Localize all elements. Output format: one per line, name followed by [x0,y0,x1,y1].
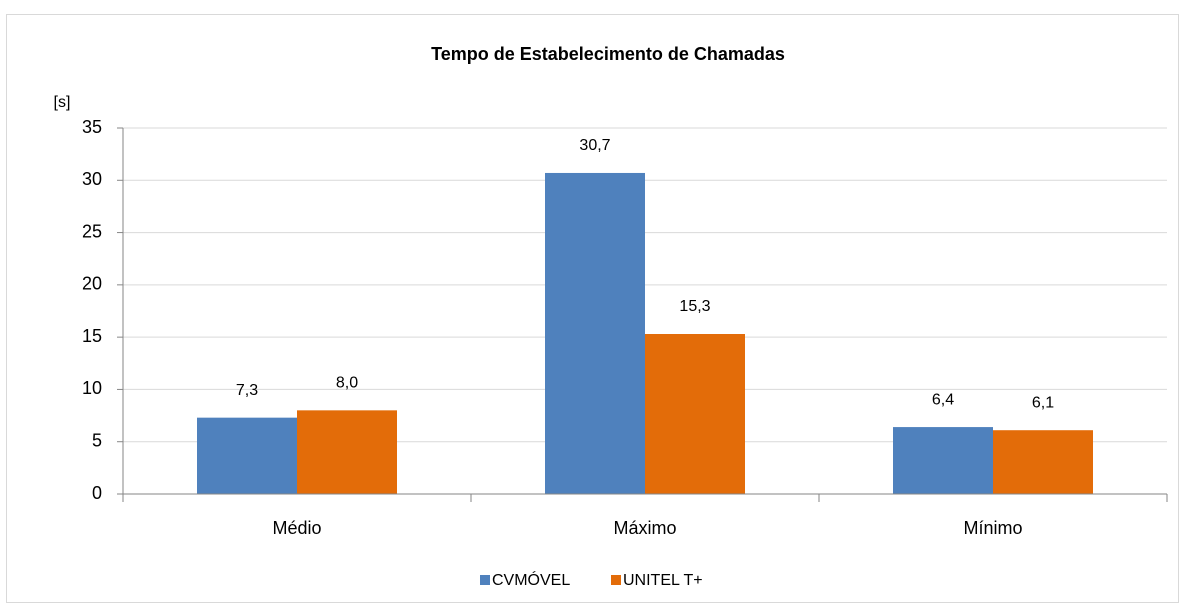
y-tick-label: 35 [82,117,102,137]
value-label: 6,4 [932,391,954,408]
legend-label: CVMÓVEL [492,570,570,589]
x-tick-label: Médio [272,518,321,538]
y-tick-label: 30 [82,169,102,189]
x-tick-label: Mínimo [963,518,1022,538]
bar [993,430,1093,494]
bar [197,417,297,494]
y-tick-label: 15 [82,326,102,346]
legend-label: UNITEL T+ [623,572,703,589]
y-axis-label: [s] [54,94,71,111]
value-label: 30,7 [579,137,610,154]
y-tick-label: 20 [82,274,102,294]
legend-swatch [480,575,490,585]
bar [545,172,645,495]
bar [645,334,745,494]
legend-swatch [611,575,621,585]
value-label: 8,0 [336,375,358,392]
value-label: 15,3 [679,298,710,315]
x-tick-label: Máximo [613,518,676,538]
y-tick-label: 5 [92,430,102,450]
bar [297,410,397,494]
value-label: 7,3 [236,382,258,399]
y-tick-label: 10 [82,378,102,398]
y-tick-label: 0 [92,483,102,503]
bar [893,427,993,494]
chart-title: Tempo de Estabelecimento de Chamadas [431,44,785,64]
y-tick-label: 25 [82,221,102,241]
value-label: 6,1 [1032,394,1054,411]
